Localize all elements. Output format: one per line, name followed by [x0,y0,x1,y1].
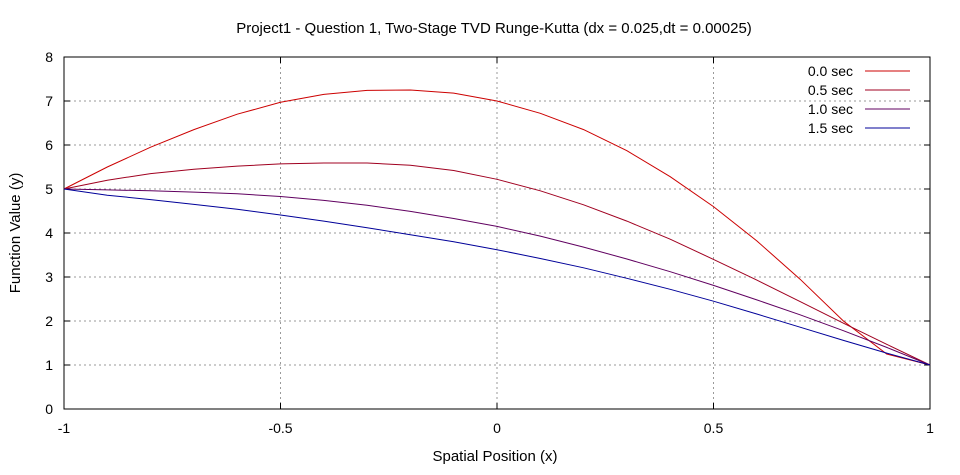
x-axis-label: Spatial Position (x) [432,448,557,465]
y-tick-label: 4 [45,225,53,241]
legend-label: 0.0 sec [808,63,853,79]
chart-title: Project1 - Question 1, Two-Stage TVD Run… [236,20,752,37]
y-tick-label: 6 [45,137,53,153]
grid [64,57,930,409]
series-line [63,188,931,366]
legend-label: 1.0 sec [808,101,853,117]
legend-label: 1.5 sec [808,120,853,136]
y-tick-label: 8 [45,49,53,65]
series-line [63,89,931,366]
x-tick-label: 1 [926,420,934,436]
y-tick-label: 2 [45,313,53,329]
legend-label: 0.5 sec [808,82,853,98]
axis-ticks: -1 -0.5 0 0.5 1 0 1 2 3 4 5 6 7 8 [45,49,934,436]
y-axis-label: Function Value (y) [7,173,24,294]
series-line [63,188,931,366]
y-tick-label: 7 [45,93,53,109]
y-tick-label: 3 [45,269,53,285]
legend: 0.0 sec 0.5 sec 1.0 sec 1.5 sec [808,63,910,136]
y-tick-label: 5 [45,181,53,197]
x-tick-label: -0.5 [268,420,292,436]
x-tick-label: -1 [58,420,71,436]
series-lines [63,89,931,366]
x-tick-label: 0 [493,420,501,436]
y-tick-label: 1 [45,357,53,373]
series-line [63,162,931,366]
y-tick-label: 0 [45,401,53,417]
x-tick-label: 0.5 [704,420,724,436]
